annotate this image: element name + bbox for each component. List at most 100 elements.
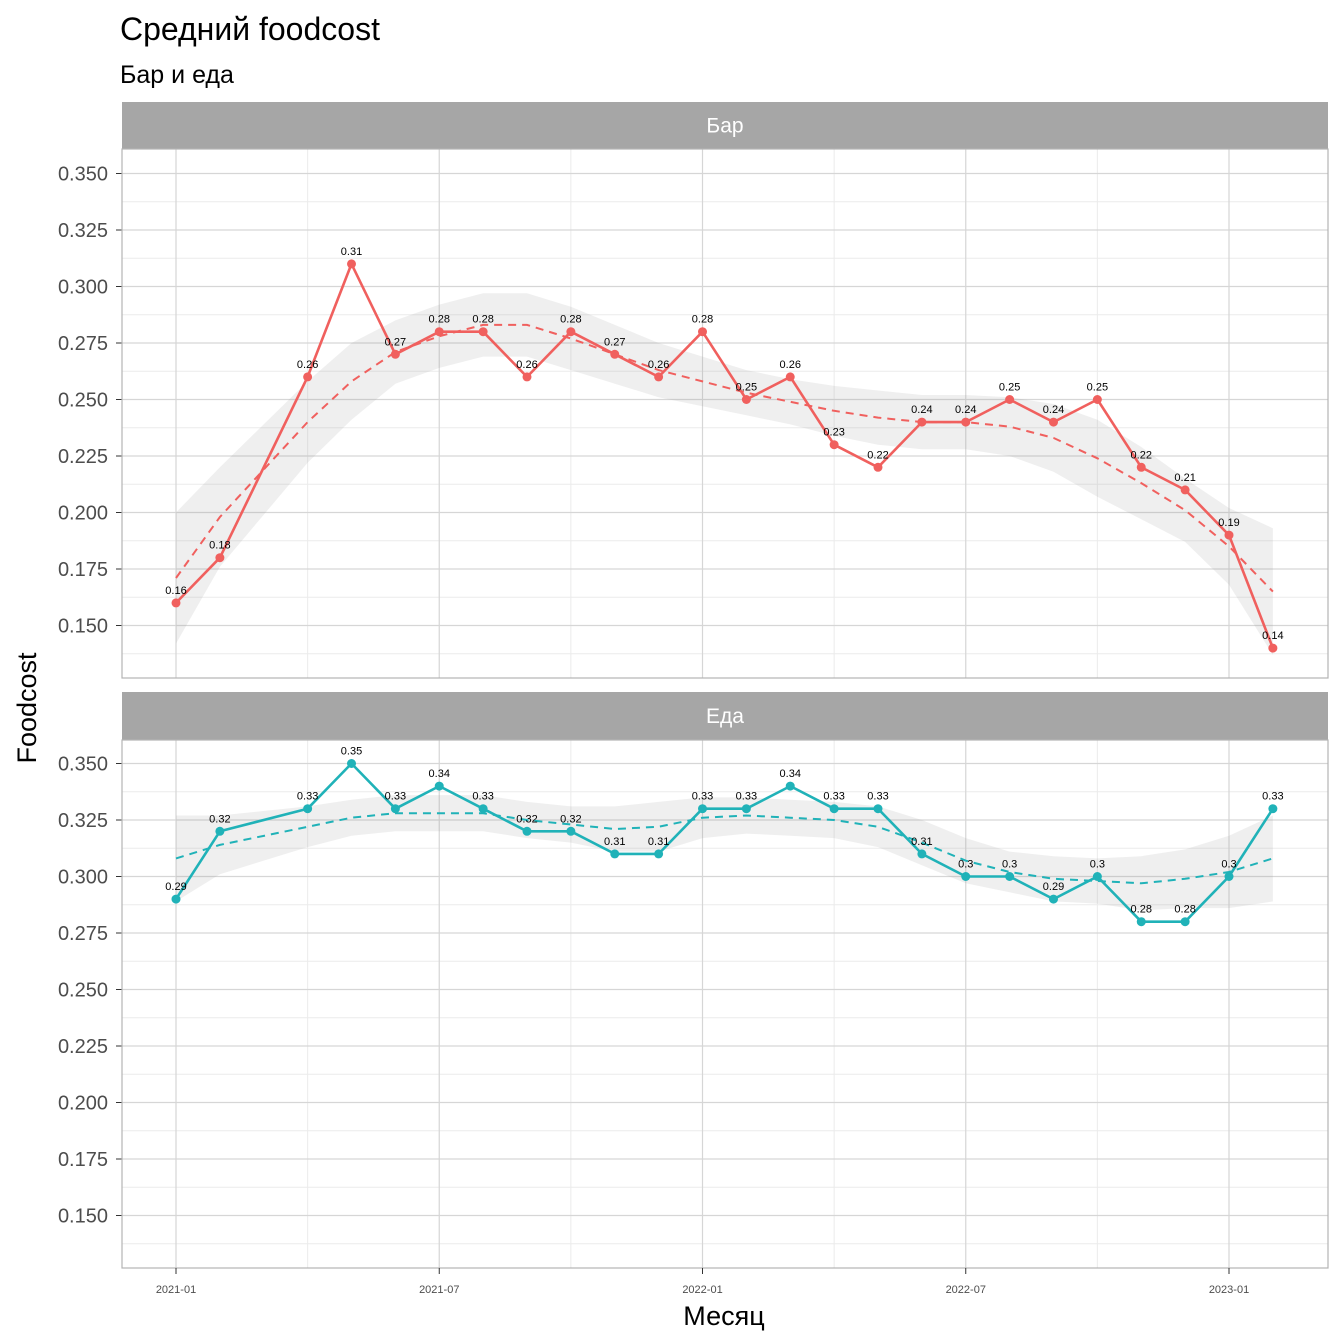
y-tick-label: 0.350: [58, 754, 108, 776]
data-label: 0.28: [429, 314, 450, 326]
data-point: [1092, 872, 1102, 881]
y-tick-label: 0.175: [58, 1149, 108, 1171]
data-point: [785, 781, 795, 791]
y-tick-label: 0.200: [58, 1093, 108, 1115]
y-tick-label: 0.275: [58, 333, 108, 355]
data-label: 0.31: [604, 836, 625, 848]
data-point: [785, 372, 795, 382]
y-tick-label: 0.200: [58, 503, 108, 525]
trend-line: [175, 323, 1274, 593]
data-point: [1005, 395, 1015, 404]
chart-title: Средний foodcost: [120, 11, 380, 47]
data-label: 0.25: [999, 382, 1020, 394]
data-label: 0.28: [1174, 904, 1195, 916]
data-point: [1136, 917, 1146, 927]
data-label: 0.24: [1043, 404, 1064, 416]
data-point: [1092, 395, 1102, 404]
y-tick-label: 0.275: [58, 923, 108, 945]
data-label: 0.22: [867, 449, 888, 461]
data-point: [610, 349, 620, 359]
y-tick-label: 0.300: [58, 277, 108, 299]
data-label: 0.26: [648, 359, 669, 371]
data-point: [1224, 872, 1234, 881]
data-point: [566, 826, 576, 836]
data-point: [390, 349, 400, 359]
data-point: [171, 598, 181, 608]
data-label: 0.18: [209, 540, 230, 552]
data-point: [1268, 804, 1278, 814]
x-tick-label: 2022-07: [946, 1284, 986, 1296]
data-label: 0.31: [341, 246, 362, 258]
data-label: 0.16: [165, 585, 186, 597]
y-tick-label: 0.225: [58, 1036, 108, 1058]
chart-subtitle: Бар и еда: [120, 61, 234, 89]
y-tick-label: 0.325: [58, 220, 108, 242]
data-label: 0.33: [297, 791, 318, 803]
data-label: 0.26: [780, 359, 801, 371]
x-tick-label: 2021-01: [156, 1284, 196, 1296]
data-point: [829, 804, 839, 814]
data-point: [434, 781, 444, 791]
data-point: [917, 849, 927, 859]
x-tick-label: 2021-07: [419, 1284, 459, 1296]
data-label: 0.3: [1090, 859, 1105, 871]
facet-strip: [122, 102, 1328, 149]
y-tick-label: 0.175: [58, 559, 108, 581]
data-label: 0.31: [648, 836, 669, 848]
data-point: [741, 804, 751, 814]
y-axis-title: Foodcost: [12, 652, 42, 764]
data-label: 0.28: [692, 314, 713, 326]
confidence-band: [176, 795, 1273, 911]
data-point: [1049, 417, 1058, 427]
data-point: [961, 872, 971, 881]
data-point: [522, 372, 532, 382]
data-label: 0.28: [472, 314, 493, 326]
x-axis-title: Месяц: [683, 1301, 764, 1331]
data-point: [1180, 917, 1190, 927]
data-label: 0.23: [823, 427, 844, 439]
data-label: 0.3: [1002, 859, 1017, 871]
data-point: [741, 395, 751, 404]
data-label: 0.19: [1218, 517, 1239, 529]
data-label: 0.24: [911, 404, 932, 416]
y-tick-label: 0.300: [58, 867, 108, 889]
data-point: [610, 849, 620, 859]
y-tick-label: 0.150: [58, 616, 108, 638]
y-tick-label: 0.250: [58, 980, 108, 1002]
y-tick-label: 0.225: [58, 446, 108, 468]
facet-0: Бар 0.150 0.175 0.200 0.225 0.250 0.275 0.300 0.…: [58, 102, 1329, 679]
data-point: [478, 804, 488, 814]
data-point: [434, 327, 444, 337]
y-tick-label: 0.350: [58, 164, 108, 186]
data-label: 0.32: [209, 813, 230, 825]
data-point: [961, 417, 971, 427]
data-point: [478, 327, 488, 337]
data-label: 0.21: [1174, 472, 1195, 484]
data-label: 0.32: [516, 813, 537, 825]
data-label: 0.31: [911, 836, 932, 848]
data-label: 0.33: [472, 791, 493, 803]
data-point: [873, 462, 883, 472]
data-label: 0.24: [955, 404, 976, 416]
panel-border: [121, 148, 1329, 679]
data-label: 0.28: [560, 314, 581, 326]
panel-background: [122, 149, 1328, 678]
data-point: [215, 553, 225, 563]
data-label: 0.35: [341, 746, 362, 758]
data-point: [873, 804, 883, 814]
data-label: 0.33: [1262, 791, 1283, 803]
data-point: [1136, 462, 1146, 472]
data-point: [1180, 485, 1190, 495]
data-point: [347, 259, 356, 269]
data-label: 0.34: [780, 768, 801, 780]
x-tick-label: 2023-01: [1209, 1284, 1249, 1296]
data-point: [303, 372, 313, 382]
data-point: [566, 327, 576, 337]
data-point: [171, 894, 181, 904]
data-label: 0.28: [1131, 904, 1152, 916]
data-point: [390, 804, 400, 814]
data-label: 0.29: [1043, 881, 1064, 893]
data-label: 0.14: [1262, 630, 1283, 642]
panel-border: [121, 739, 1329, 1269]
